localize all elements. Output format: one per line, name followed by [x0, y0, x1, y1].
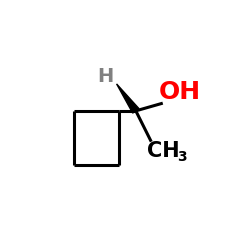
- Polygon shape: [116, 84, 139, 113]
- Text: 3: 3: [177, 150, 187, 164]
- Text: OH: OH: [159, 80, 201, 104]
- Text: H: H: [97, 67, 113, 86]
- Text: CH: CH: [148, 141, 180, 161]
